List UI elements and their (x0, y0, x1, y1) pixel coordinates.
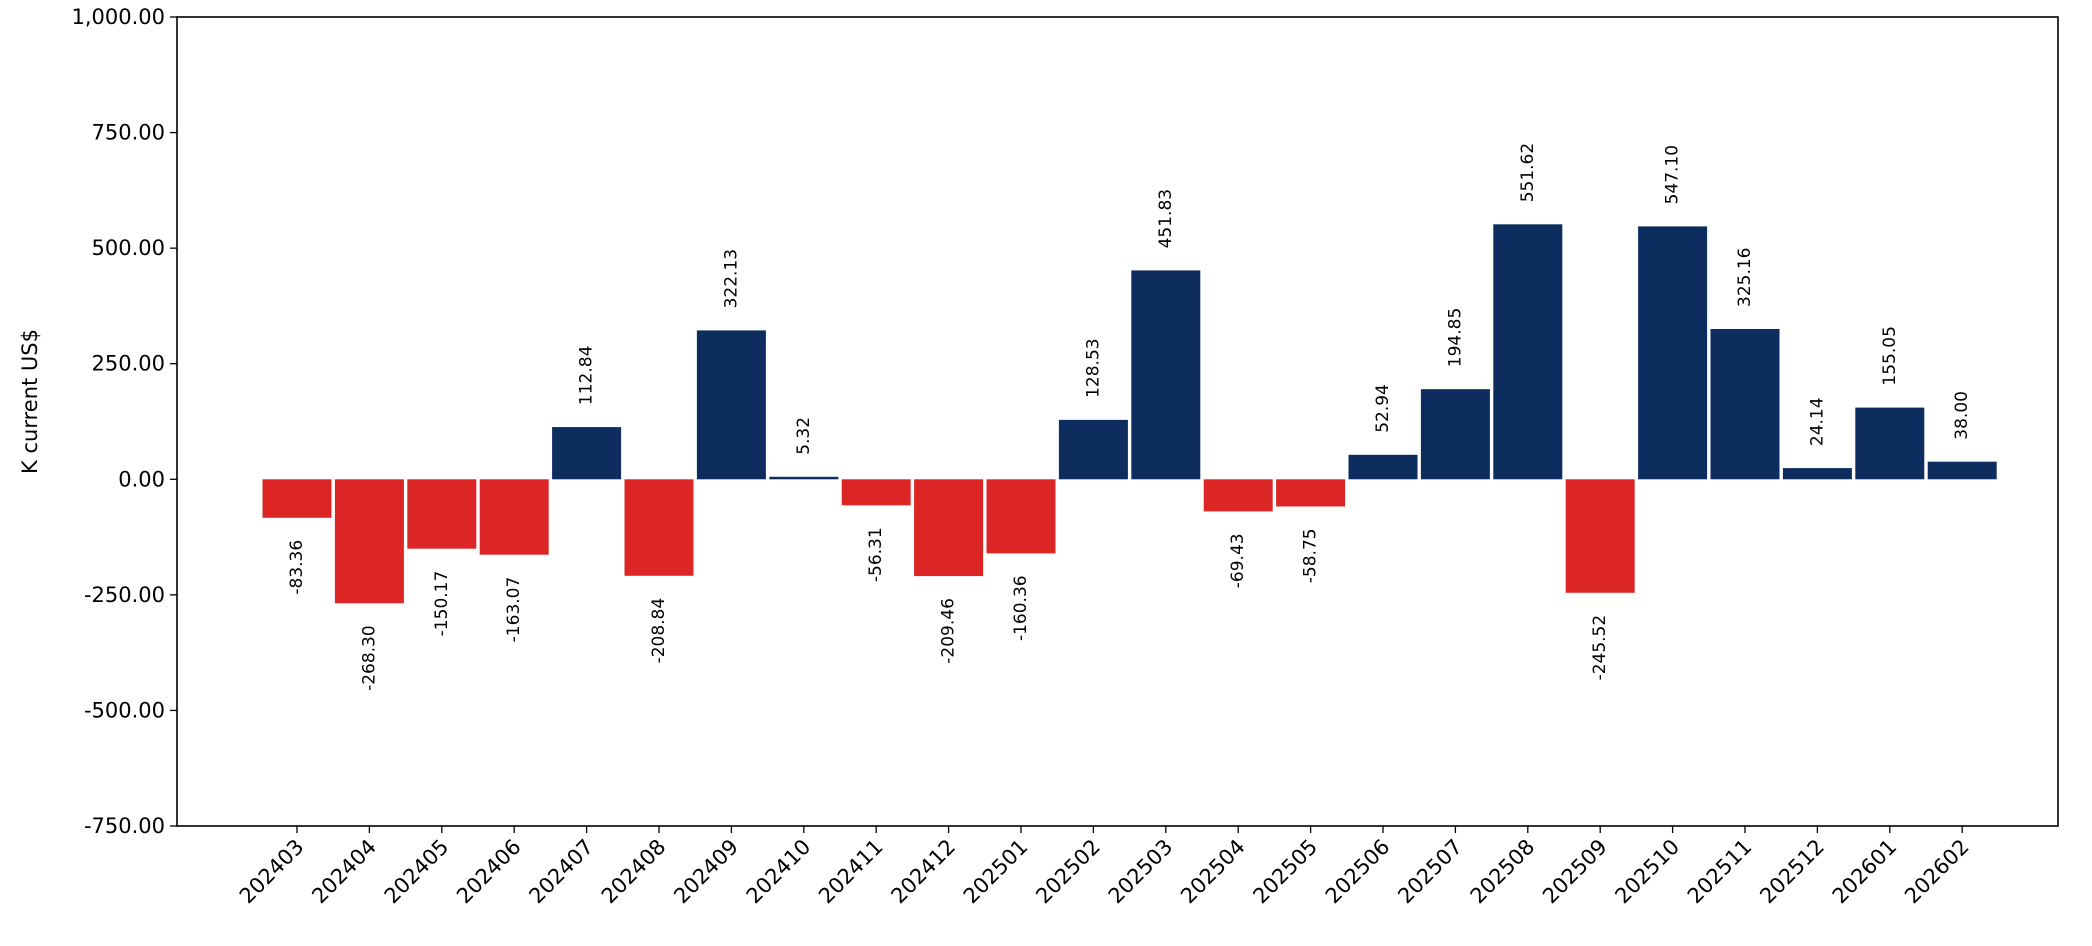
x-tick-label: 202511 (1683, 835, 1757, 909)
x-tick-label: 202508 (1466, 835, 1540, 909)
bar-202408 (624, 479, 694, 576)
x-tick-label: 202412 (886, 835, 960, 909)
bar-202407 (552, 427, 622, 480)
x-tick-label: 202410 (742, 835, 816, 909)
value-label-202504: -69.43 (1228, 533, 1248, 588)
bar-202403 (262, 479, 332, 518)
bar-202505 (1276, 479, 1346, 507)
bar-202502 (1058, 419, 1128, 480)
x-tick-label: 202509 (1538, 835, 1612, 909)
bars-group (262, 224, 1997, 604)
bar-202404 (334, 479, 404, 604)
x-tick-label: 202507 (1393, 835, 1467, 909)
x-tick-label: 202406 (452, 835, 526, 909)
bar-202601 (1855, 407, 1925, 480)
bar-202503 (1131, 270, 1201, 480)
y-tick-label: -500.00 (84, 698, 165, 722)
value-label-202410: 5.32 (794, 417, 814, 455)
bar-202511 (1710, 329, 1780, 480)
value-label-202507: 194.85 (1445, 308, 1465, 367)
y-tick-label: -250.00 (84, 583, 165, 607)
bar-202506 (1348, 454, 1418, 480)
plot-frame (176, 16, 2059, 827)
bar-202411 (841, 479, 911, 506)
y-axis: -750.00 -500.00 -250.00 0.00 250.00 500.00 750… (71, 5, 177, 838)
x-tick-label: 202409 (669, 835, 743, 909)
value-label-202403: -83.36 (287, 540, 307, 595)
x-axis: 2024032024042024052024062024072024082024… (235, 826, 1974, 908)
y-tick-label: 750.00 (92, 121, 165, 145)
x-tick-label: 202405 (380, 835, 454, 909)
value-label-202501: -160.36 (1011, 575, 1031, 641)
x-tick-label: 202602 (1900, 835, 1974, 909)
y-tick-label: 500.00 (92, 236, 165, 260)
value-label-202411: -56.31 (866, 527, 886, 582)
value-label-202412: -209.46 (939, 598, 959, 664)
value-label-202404: -268.30 (359, 625, 379, 691)
x-tick-label: 202408 (597, 835, 671, 909)
value-label-202502: 128.53 (1083, 338, 1103, 397)
x-tick-label: 202411 (814, 835, 888, 909)
value-label-202602: 38.00 (1952, 391, 1972, 440)
bar-202510 (1638, 226, 1708, 480)
x-tick-label: 202403 (235, 835, 309, 909)
value-label-202509: -245.52 (1590, 615, 1610, 681)
bar-202508 (1493, 224, 1563, 480)
bar-202409 (696, 330, 766, 480)
x-tick-label: 202510 (1610, 835, 1684, 909)
x-tick-label: 202504 (1176, 835, 1250, 909)
x-tick-label: 202502 (1031, 835, 1105, 909)
x-tick-label: 202503 (1104, 835, 1178, 909)
x-tick-label: 202512 (1755, 835, 1829, 909)
bar-202406 (479, 479, 549, 555)
y-tick-label: 0.00 (118, 467, 165, 491)
bar-202410 (769, 476, 839, 480)
y-tick-label: 1,000.00 (71, 5, 165, 29)
x-tick-label: 202407 (524, 835, 598, 909)
x-tick-label: 202601 (1828, 835, 1902, 909)
x-tick-label: 202505 (1248, 835, 1322, 909)
value-label-202511: 325.16 (1735, 248, 1755, 307)
value-label-202601: 155.05 (1880, 326, 1900, 385)
bar-202412 (914, 479, 984, 577)
y-axis-label: K current US$ (18, 329, 42, 474)
value-labels-group: -83.36 -268.30 -150.17 -163.07 112.84 -208.84… (287, 143, 1972, 691)
bar-202509 (1565, 479, 1635, 593)
x-tick-label: 202404 (307, 835, 381, 909)
bar-202512 (1782, 468, 1852, 480)
value-label-202409: 322.13 (721, 249, 741, 308)
value-label-202510: 547.10 (1663, 145, 1683, 204)
value-label-202407: 112.84 (577, 346, 597, 405)
value-label-202506: 52.94 (1373, 384, 1393, 433)
value-label-202503: 451.83 (1156, 189, 1176, 248)
bar-202501 (986, 479, 1056, 554)
value-label-202508: 551.62 (1518, 143, 1538, 202)
x-tick-label: 202506 (1321, 835, 1395, 909)
value-label-202505: -58.75 (1301, 528, 1321, 583)
value-label-202406: -163.07 (504, 577, 524, 643)
bar-202504 (1203, 479, 1273, 512)
bar-202405 (407, 479, 477, 549)
bar-202602 (1927, 461, 1997, 480)
value-label-202512: 24.14 (1807, 397, 1827, 446)
bar-202507 (1420, 389, 1490, 480)
value-label-202408: -208.84 (649, 598, 669, 664)
x-tick-label: 202501 (959, 835, 1033, 909)
y-tick-label: 250.00 (92, 352, 165, 376)
y-tick-label: -750.00 (84, 814, 165, 838)
value-label-202405: -150.17 (432, 571, 452, 637)
